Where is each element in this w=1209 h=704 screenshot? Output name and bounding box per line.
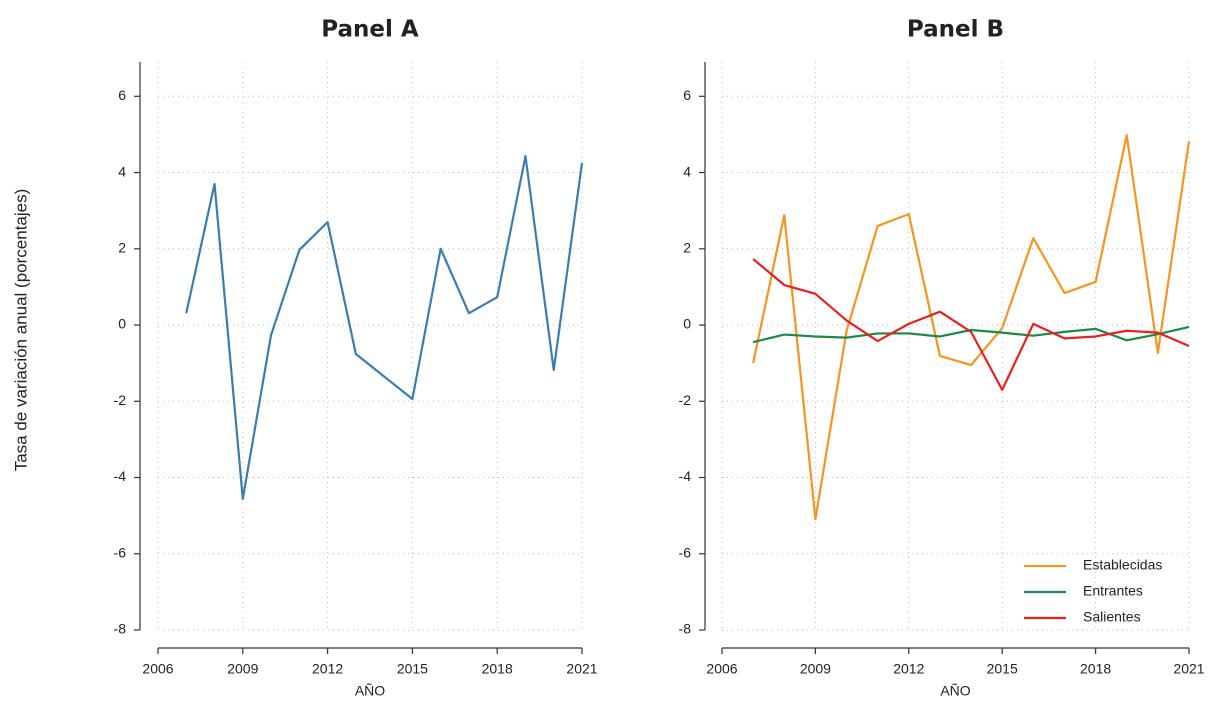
y-tick-label: -4 (114, 468, 127, 484)
y-tick-label: -8 (114, 621, 127, 637)
y-tick-label: -6 (114, 544, 127, 560)
x-tick-label: 2012 (312, 661, 343, 677)
y-tick-label: 6 (683, 87, 691, 103)
line (752, 325, 1190, 344)
legend-label: Establecidas (1083, 557, 1162, 573)
y-tick-label: -6 (679, 544, 692, 560)
chart-title: Panel A (321, 17, 419, 43)
y-tick-label: -2 (679, 392, 692, 408)
y-tick-label: 4 (683, 163, 691, 179)
x-tick-label: 2009 (227, 661, 258, 677)
legend-label: Entrantes (1083, 583, 1143, 599)
x-tick-label: 2021 (1173, 661, 1204, 677)
x-tick-label: 2009 (800, 661, 831, 677)
y-tick-label: -2 (114, 392, 127, 408)
line (185, 155, 584, 500)
chart-title: Panel B (907, 17, 1004, 43)
x-axis-label: AÑO (355, 683, 385, 699)
y-tick-label: 2 (683, 239, 691, 255)
x-axis-label: AÑO (940, 683, 970, 699)
x-tick-label: 2018 (482, 661, 513, 677)
x-tick-label: 2012 (893, 661, 924, 677)
x-tick-label: 2015 (987, 661, 1018, 677)
line (752, 134, 1191, 521)
x-tick-label: 2006 (706, 661, 737, 677)
x-tick-label: 2018 (1080, 661, 1111, 677)
y-tick-label: 4 (118, 163, 126, 179)
y-tick-label: 2 (118, 239, 126, 255)
y-axis-label: Tasa de variación anual (porcentajes) (11, 189, 30, 472)
x-tick-label: 2021 (566, 661, 597, 677)
y-tick-label: 0 (683, 316, 691, 332)
y-tick-label: 0 (118, 316, 126, 332)
y-tick-label: 6 (118, 87, 126, 103)
legend-label: Salientes (1083, 609, 1141, 625)
line (752, 258, 1190, 391)
y-tick-label: -8 (679, 621, 692, 637)
y-tick-label: -4 (679, 468, 692, 484)
x-tick-label: 2006 (142, 661, 173, 677)
x-tick-label: 2015 (397, 661, 428, 677)
